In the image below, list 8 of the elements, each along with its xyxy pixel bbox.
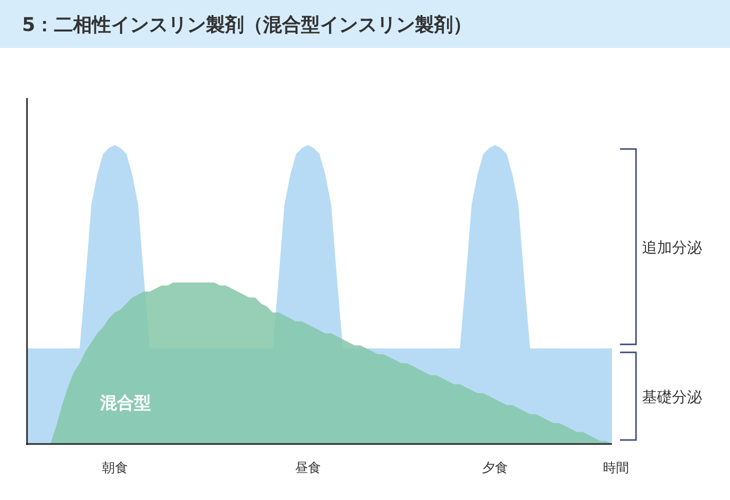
series-label: 混合型 (98, 393, 151, 414)
x-tick-label: 昼食 (294, 461, 321, 476)
x-axis-title: 時間 (603, 461, 629, 476)
x-tick-label: 夕食 (482, 461, 508, 476)
text: 追加分泌 (642, 238, 702, 257)
chart-title: 5：二相性インスリン製剤（混合型インスリン製剤） (22, 14, 472, 36)
text: 基礎分泌 (642, 388, 702, 406)
x-tick-label: 朝食 (102, 461, 128, 476)
